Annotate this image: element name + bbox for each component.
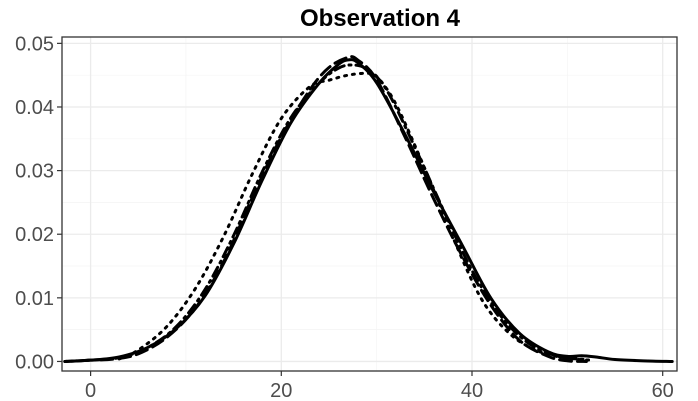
y-tick-label: 0.00 bbox=[15, 351, 54, 373]
series-line-dotted bbox=[117, 71, 593, 362]
minor-grid bbox=[62, 37, 677, 371]
density-curves bbox=[63, 55, 674, 363]
series-line-dashed bbox=[63, 55, 588, 363]
y-tick-label: 0.01 bbox=[15, 288, 54, 310]
x-axis: 0 20 40 60 bbox=[85, 371, 674, 401]
x-tick-label: 0 bbox=[85, 380, 96, 401]
x-tick-label: 20 bbox=[270, 380, 292, 401]
plot-panel-border bbox=[61, 36, 678, 372]
y-tick-label: 0.03 bbox=[15, 161, 54, 183]
chart-title: Observation 4 bbox=[300, 5, 461, 32]
series-line-solid bbox=[63, 58, 674, 363]
major-grid bbox=[62, 37, 677, 371]
y-tick-label: 0.04 bbox=[15, 97, 54, 119]
y-tick-label: 0.05 bbox=[15, 33, 54, 55]
x-tick-label: 60 bbox=[652, 380, 674, 401]
x-tick-label: 40 bbox=[461, 380, 483, 401]
series-line-dotdash bbox=[63, 63, 588, 363]
y-axis: 0.00 0.01 0.02 0.03 0.04 0.05 bbox=[15, 33, 62, 373]
y-tick-label: 0.02 bbox=[15, 224, 54, 246]
